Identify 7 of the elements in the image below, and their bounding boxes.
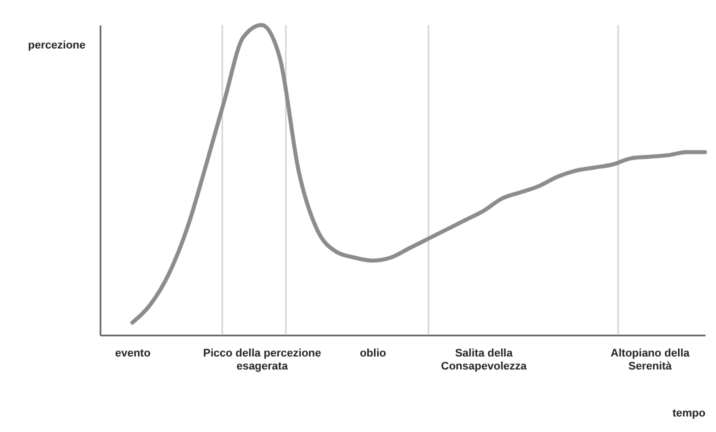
- y-axis-title: percezione: [28, 40, 86, 52]
- x-tick-label: Picco della percezione esagerata: [203, 348, 322, 372]
- x-axis-title: tempo: [672, 408, 706, 420]
- x-tick-label: Salita della Consapevolezza: [441, 348, 528, 372]
- x-tick-label: evento: [115, 348, 151, 360]
- x-tick-label: oblio: [360, 348, 386, 360]
- x-tick-label: Altopiano della Serenità: [610, 348, 690, 372]
